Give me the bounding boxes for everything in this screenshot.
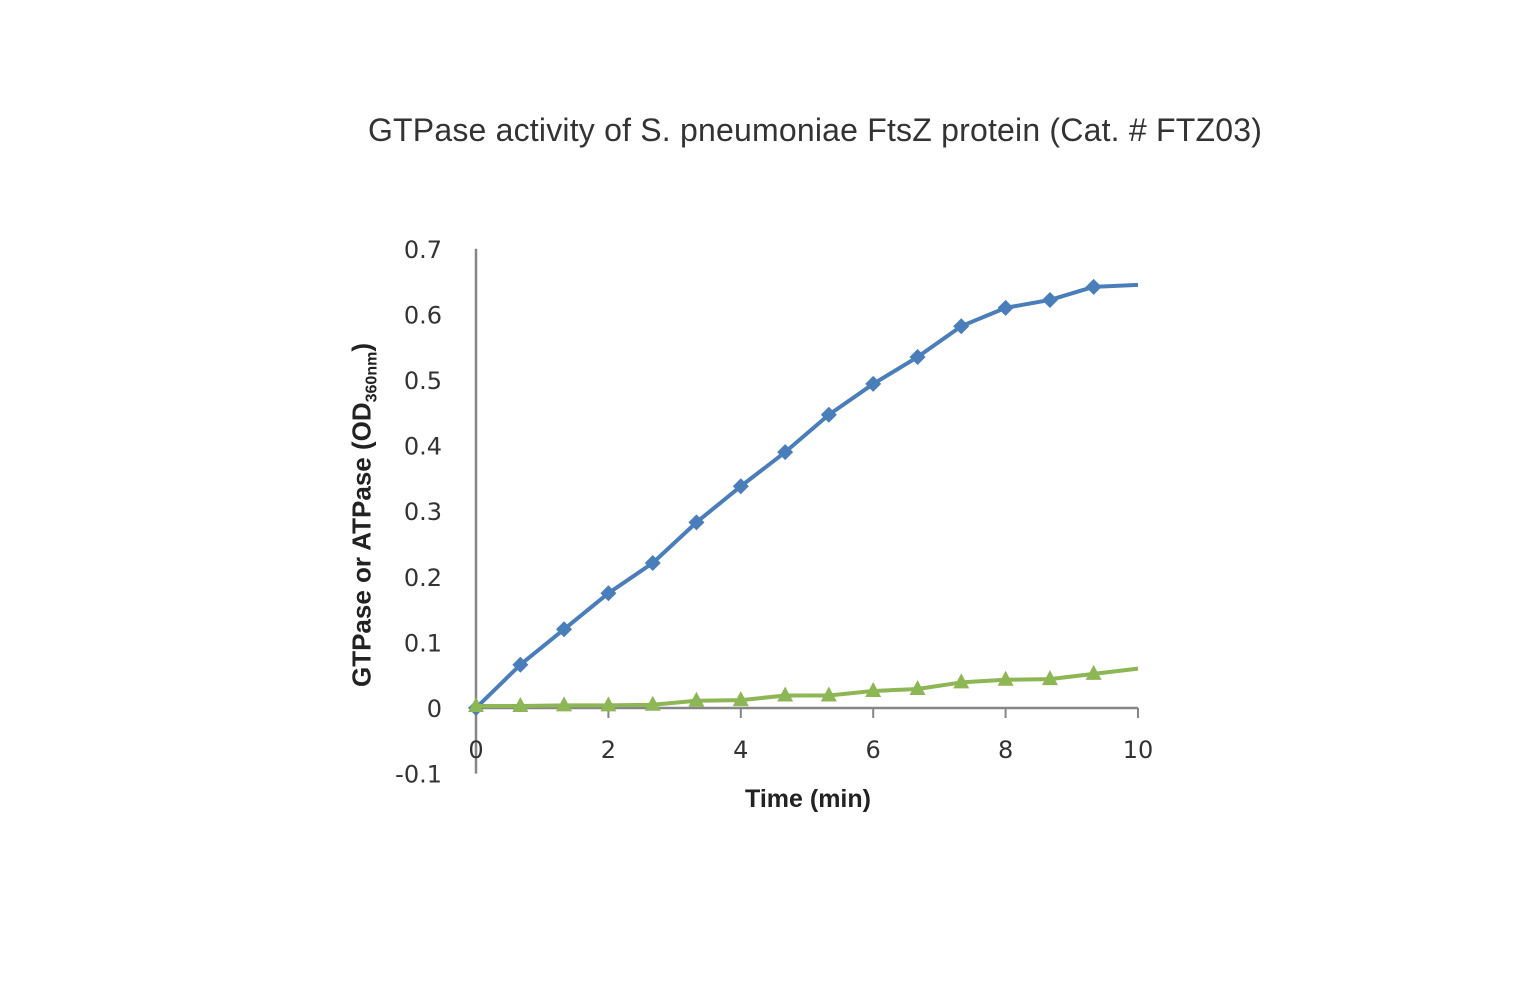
- y-tick-label: 0.4: [404, 433, 442, 461]
- chart-title: GTPase activity of S. pneumoniae FtsZ pr…: [367, 112, 1263, 148]
- triangle-marker: [600, 696, 617, 712]
- gtpase-line: [474, 282, 1139, 710]
- diamond-marker: [600, 585, 617, 602]
- x-tick-label: 0: [468, 736, 483, 764]
- triangle-marker: [1041, 670, 1058, 686]
- diamond-marker: [953, 318, 970, 335]
- y-tick-label: 0.3: [404, 498, 442, 526]
- y-tick-label: 0.1: [404, 629, 442, 657]
- y-tick-label: 0.2: [404, 564, 442, 592]
- y-tick-label: 0.7: [404, 236, 442, 264]
- diamond-marker: [997, 299, 1014, 316]
- diamond-marker: [777, 444, 794, 461]
- diamond-marker: [512, 656, 529, 673]
- diamond-marker: [1085, 278, 1102, 295]
- diamond-marker: [1041, 291, 1058, 308]
- triangle-marker: [1085, 664, 1102, 680]
- y-tick-label: 0: [427, 695, 442, 723]
- x-axis-label: Time (min): [745, 785, 871, 813]
- triangle-marker: [909, 679, 926, 695]
- diamond-marker: [732, 478, 749, 495]
- x-tick-label: 2: [601, 736, 616, 764]
- diamond-marker: [644, 555, 661, 572]
- x-tick-label: 8: [998, 736, 1013, 764]
- triangle-marker: [732, 691, 749, 707]
- triangle-marker: [997, 670, 1014, 686]
- triangle-marker: [644, 695, 661, 711]
- triangle-marker: [820, 686, 837, 702]
- triangle-marker: [468, 697, 484, 713]
- triangle-marker: [512, 697, 529, 713]
- diamond-marker: [688, 514, 705, 531]
- diamond-marker: [820, 406, 837, 423]
- triangle-marker: [777, 686, 794, 702]
- x-tick-label: 10: [1123, 736, 1154, 764]
- x-tick-label: 6: [866, 736, 881, 764]
- y-tick-label: -0.1: [395, 761, 442, 789]
- diamond-marker: [556, 621, 573, 638]
- x-tick-label: 4: [733, 736, 748, 764]
- triangle-marker: [865, 681, 882, 697]
- triangle-marker: [556, 696, 573, 712]
- y-tick-label: 0.6: [404, 301, 442, 329]
- atpase-line: [476, 666, 1139, 709]
- y-tick-label: 0.5: [404, 367, 442, 395]
- diamond-marker: [865, 375, 882, 392]
- triangle-marker: [688, 691, 705, 707]
- diamond-marker: [909, 349, 926, 366]
- triangle-marker: [953, 673, 970, 689]
